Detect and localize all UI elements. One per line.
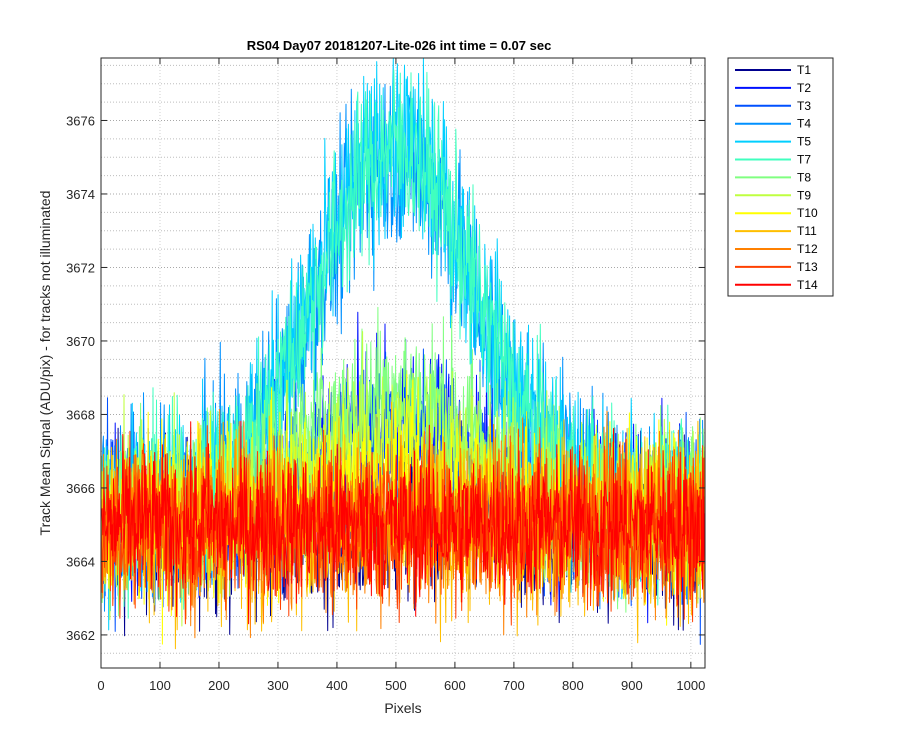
axis-ticks <box>100 58 705 668</box>
y-tick-labels: 3662 3664 3666 3668 3670 3672 3674 3676 <box>66 113 95 642</box>
plot-frame <box>100 57 706 669</box>
series-line-t14 <box>100 420 706 625</box>
x-tick-label: 800 <box>562 678 584 693</box>
legend-label: T12 <box>797 242 818 256</box>
legend-label: T7 <box>797 153 811 167</box>
x-tick-label: 900 <box>621 678 643 693</box>
x-tick-label: 200 <box>208 678 230 693</box>
y-tick-label: 3662 <box>66 628 95 643</box>
legend-label: T8 <box>797 170 811 184</box>
x-tick-labels: 0 100 200 300 400 500 600 700 800 900 1000 <box>97 678 705 693</box>
y-axis-label: Track Mean Signal (ADU/pix) - for tracks… <box>37 191 53 536</box>
legend-label: T13 <box>797 260 818 274</box>
legend-label: T3 <box>797 99 811 113</box>
y-tick-label: 3674 <box>66 187 95 202</box>
legend-label: T10 <box>797 206 818 220</box>
legend-label: T9 <box>797 188 811 202</box>
y-tick-label: 3670 <box>66 334 95 349</box>
y-tick-label: 3668 <box>66 407 95 422</box>
series-lines <box>100 57 706 650</box>
x-tick-label: 1000 <box>676 678 705 693</box>
x-axis-label: Pixels <box>384 700 421 716</box>
x-tick-label: 700 <box>503 678 525 693</box>
x-tick-label: 500 <box>385 678 407 693</box>
y-tick-label: 3672 <box>66 260 95 275</box>
chart-title: RS04 Day07 20181207-Lite-026 int time = … <box>247 38 552 53</box>
legend-label: T5 <box>797 135 811 149</box>
legend-label: T14 <box>797 278 818 292</box>
x-tick-label: 600 <box>444 678 466 693</box>
legend-label: T1 <box>797 63 811 77</box>
x-tick-label: 400 <box>326 678 348 693</box>
legend-label: T4 <box>797 117 811 131</box>
legend-label: T11 <box>797 224 817 238</box>
y-tick-label: 3664 <box>66 554 95 569</box>
legend: T1 T2 T3 T4 T5 T7 T8 T9 T10 T11 T12 T13 T14 <box>727 57 834 297</box>
legend-label: T2 <box>797 81 811 95</box>
y-tick-label: 3676 <box>66 113 95 128</box>
y-tick-label: 3666 <box>66 481 95 496</box>
x-tick-label: 0 <box>97 678 104 693</box>
x-tick-label: 100 <box>149 678 171 693</box>
x-tick-label: 300 <box>267 678 289 693</box>
